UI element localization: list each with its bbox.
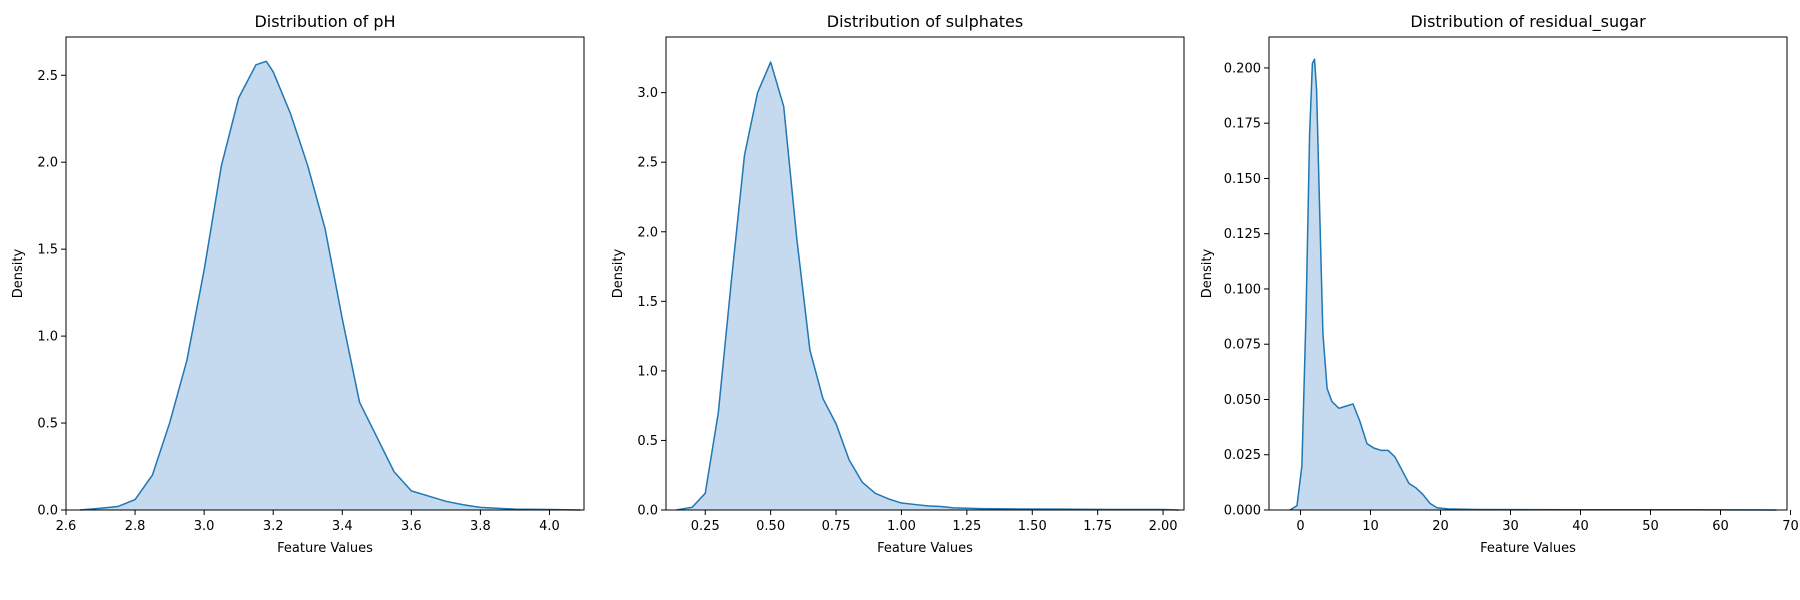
x-tick-label: 1.75 — [1083, 519, 1112, 534]
x-tick-label: 0 — [1296, 519, 1304, 534]
y-tick-label: 3.0 — [637, 86, 658, 101]
y-tick-label: 1.0 — [37, 330, 58, 345]
x-tick-label: 0.75 — [822, 519, 851, 534]
y-tick-label: 1.5 — [37, 243, 58, 258]
chart-title: Distribution of sulphates — [827, 12, 1023, 31]
density-area — [79, 61, 581, 510]
y-tick-label: 2.5 — [37, 69, 58, 84]
y-tick-label: 0.0 — [637, 504, 658, 519]
density-line — [1289, 58, 1777, 511]
y-tick-label: 0.075 — [1224, 338, 1261, 353]
y-tick-label: 0.000 — [1224, 504, 1261, 519]
x-tick-label: 1.00 — [887, 519, 916, 534]
y-tick-label: 0.100 — [1224, 282, 1261, 297]
density-line — [79, 60, 581, 511]
x-tick-label: 30 — [1502, 519, 1519, 534]
chart-panel-ph: Distribution of pH Density Feature Value… — [11, 12, 585, 556]
y-tick-label: 0.150 — [1224, 172, 1261, 187]
axes-frame — [1268, 36, 1788, 511]
chart-panel-sulphates: Distribution of sulphates Density Featur… — [611, 12, 1185, 556]
x-axis-label: Feature Values — [877, 541, 973, 556]
y-tick-label: 0.200 — [1224, 61, 1261, 76]
axes-frame — [665, 36, 1185, 511]
y-axis-label: Density — [11, 248, 26, 298]
y-tick-label: 1.5 — [637, 295, 658, 310]
density-area — [676, 62, 1179, 510]
y-tick-label: 0.050 — [1224, 393, 1261, 408]
x-tick-label: 60 — [1712, 519, 1729, 534]
y-tick-label: 0.5 — [37, 417, 58, 432]
x-tick-label: 4.0 — [539, 519, 560, 534]
chart-title: Distribution of residual_sugar — [1410, 12, 1646, 32]
x-tick-label: 10 — [1362, 519, 1379, 534]
chart-panel-residual-sugar: Distribution of residual_sugar Density F… — [1200, 12, 1799, 556]
density-area — [1290, 59, 1777, 510]
y-tick-label: 2.5 — [637, 156, 658, 171]
y-tick-label: 1.0 — [637, 364, 658, 379]
y-tick-label: 0.0 — [37, 504, 58, 519]
x-tick-label: 3.2 — [263, 519, 284, 534]
y-tick-label: 0.125 — [1224, 227, 1261, 242]
x-tick-label: 3.4 — [332, 519, 353, 534]
x-tick-label: 2.00 — [1149, 519, 1178, 534]
y-tick-label: 2.0 — [637, 225, 658, 240]
chart-title: Distribution of pH — [254, 12, 395, 31]
y-tick-label: 0.175 — [1224, 117, 1261, 132]
y-tick-label: 0.5 — [637, 434, 658, 449]
y-axis-label: Density — [611, 248, 626, 298]
x-tick-label: 50 — [1642, 519, 1659, 534]
x-tick-label: 20 — [1432, 519, 1449, 534]
x-tick-label: 0.50 — [756, 519, 785, 534]
y-tick-label: 2.0 — [37, 156, 58, 171]
x-axis-label: Feature Values — [277, 541, 373, 556]
x-tick-label: 0.25 — [691, 519, 720, 534]
density-line — [676, 61, 1179, 511]
x-tick-label: 3.0 — [194, 519, 215, 534]
x-axis-label: Feature Values — [1480, 541, 1576, 556]
x-tick-label: 2.6 — [56, 519, 77, 534]
x-tick-label: 3.6 — [401, 519, 422, 534]
x-tick-label: 3.8 — [470, 519, 491, 534]
x-tick-label: 70 — [1782, 519, 1799, 534]
axes-frame — [65, 36, 585, 511]
y-tick-label: 0.025 — [1224, 448, 1261, 463]
x-tick-label: 1.25 — [952, 519, 981, 534]
x-tick-label: 2.8 — [125, 519, 146, 534]
x-tick-label: 1.50 — [1018, 519, 1047, 534]
x-tick-label: 40 — [1572, 519, 1589, 534]
y-axis-label: Density — [1200, 248, 1215, 298]
